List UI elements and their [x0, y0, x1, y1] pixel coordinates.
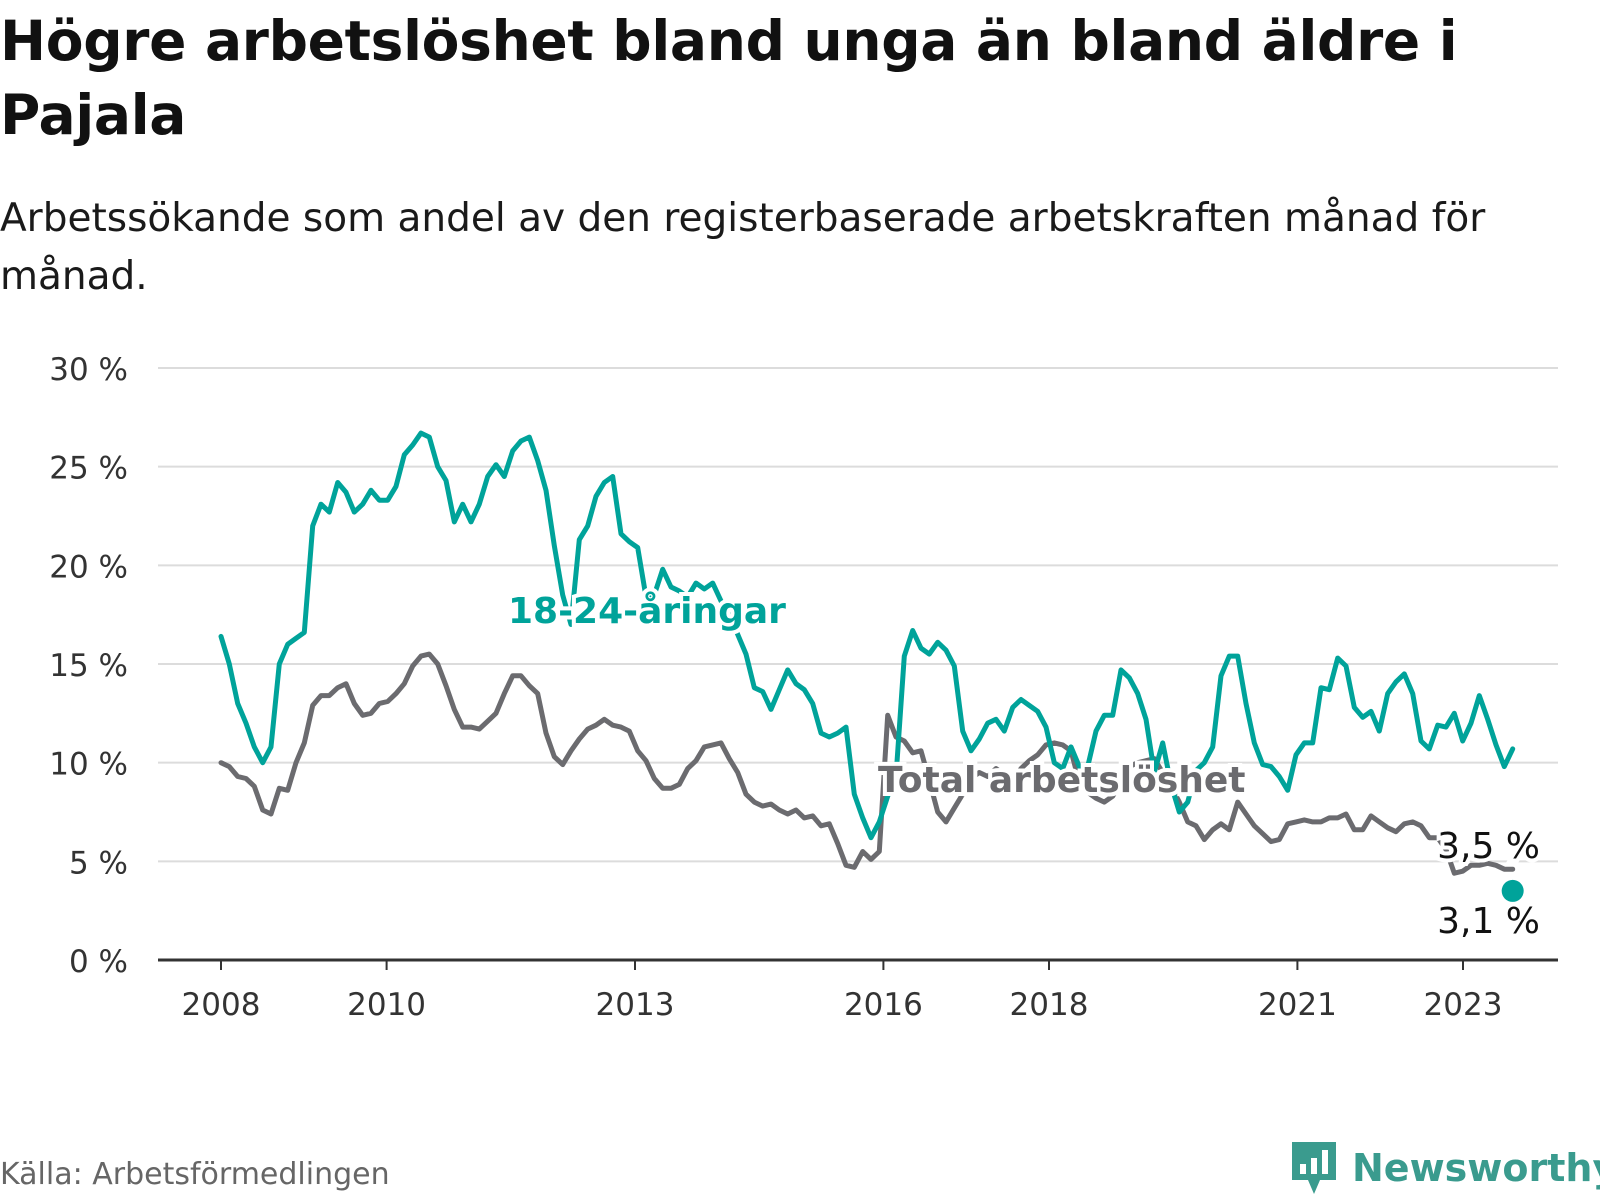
y-axis-ticks: 0 % 5 % 10 % 15 % 20 % 25 % 30 %	[49, 352, 128, 980]
series-label-total: Total arbetslöshet	[878, 760, 1246, 801]
end-label-total: 3,1 %	[1437, 901, 1540, 942]
source-note: Källa: Arbetsförmedlingen	[0, 1157, 390, 1192]
chart-subtitle: Arbetssökande som andel av den registerb…	[0, 196, 1486, 299]
y-tick-label-5: 5 %	[69, 845, 128, 881]
youth-end-marker	[1501, 879, 1524, 902]
series-label-youth: 18-24-åringar	[508, 591, 786, 632]
chart-title: Högre arbetslöshet bland unga än bland ä…	[0, 9, 1458, 147]
series-labels: 18-24-åringar Total arbetslöshet 3,5 % 3,1 …	[504, 587, 1544, 946]
series-line-youth	[218, 430, 1516, 841]
series-line-total	[218, 651, 1516, 876]
x-tick-label-2013: 2013	[596, 987, 675, 1023]
end-label-youth: 3,5 %	[1437, 826, 1540, 867]
x-tick-label-2018: 2018	[1010, 987, 1089, 1023]
newsworthy-logo[interactable]: Newsworthy	[1290, 1140, 1600, 1196]
series-lines	[218, 430, 1524, 902]
y-tick-label-15: 15 %	[49, 648, 128, 684]
y-tick-label-10: 10 %	[49, 747, 128, 783]
x-tick-label-2008: 2008	[182, 987, 261, 1023]
x-tick-label-2021: 2021	[1258, 987, 1337, 1023]
x-axis: 2008 2010 2013 2016 2018 2021 2023	[158, 958, 1558, 1023]
newsworthy-logo-icon	[1292, 1142, 1336, 1194]
line-chart: 0 %5 %10 %15 %20 %25 %30 % 2008 2010 2013 2…	[49, 352, 1558, 1023]
x-tick-label-2023: 2023	[1424, 987, 1503, 1023]
grid-lines	[158, 367, 1558, 863]
y-tick-label-0: 0 %	[69, 944, 128, 980]
newsworthy-logo-text: Newsworthy	[1352, 1146, 1600, 1190]
x-tick-label-2016: 2016	[844, 987, 923, 1023]
y-tick-label-25: 25 %	[49, 451, 128, 487]
x-tick-label-2010: 2010	[347, 987, 426, 1023]
y-tick-label-20: 20 %	[49, 549, 128, 585]
y-tick-label-30: 30 %	[49, 352, 128, 388]
